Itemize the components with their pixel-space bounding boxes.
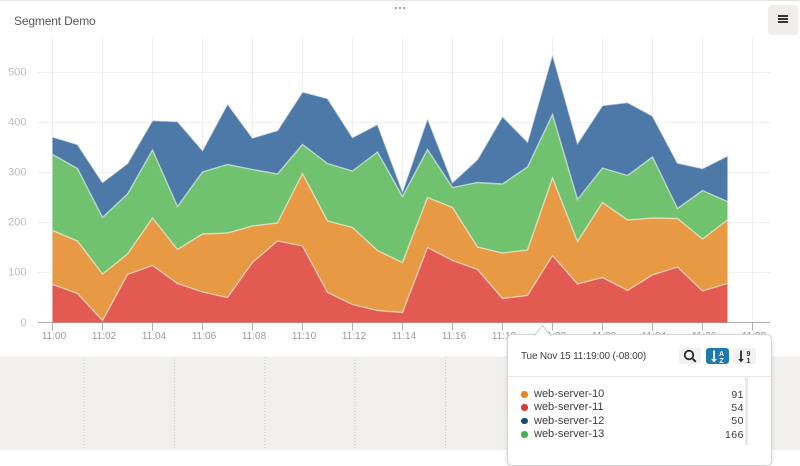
svg-text:11:00: 11:00 [42, 331, 67, 342]
svg-text:11:02: 11:02 [92, 331, 117, 342]
svg-text:1: 1 [747, 358, 751, 365]
svg-text:11:18: 11:18 [492, 331, 517, 342]
svg-text:300: 300 [8, 167, 26, 179]
svg-text:200: 200 [8, 217, 26, 229]
svg-text:11:16: 11:16 [442, 331, 467, 342]
svg-text:11:04: 11:04 [142, 331, 167, 342]
svg-text:11:14: 11:14 [392, 331, 417, 342]
svg-text:Z: Z [719, 358, 724, 365]
svg-text:11:06: 11:06 [192, 331, 217, 342]
svg-text:100: 100 [8, 267, 26, 279]
svg-text:11:10: 11:10 [292, 331, 317, 342]
svg-text:11:12: 11:12 [342, 331, 367, 342]
svg-text:0: 0 [20, 317, 26, 329]
svg-text:A: A [718, 351, 723, 358]
svg-text:11:08: 11:08 [242, 331, 267, 342]
svg-text:9: 9 [747, 351, 751, 358]
svg-text:500: 500 [8, 67, 26, 79]
svg-text:400: 400 [8, 117, 26, 129]
